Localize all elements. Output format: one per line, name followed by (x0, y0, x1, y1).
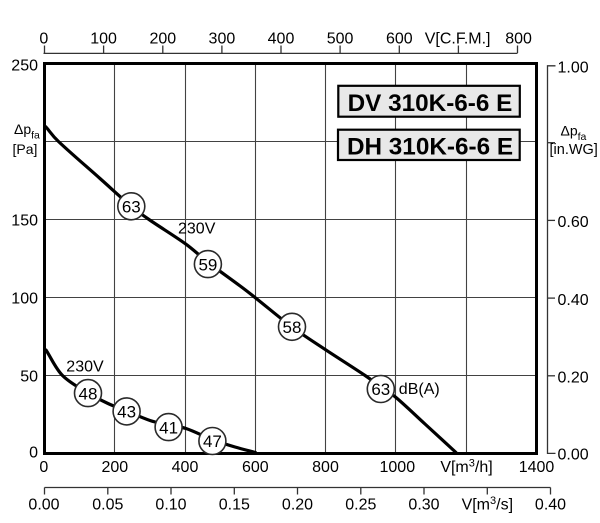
svg-text:1000: 1000 (380, 459, 416, 476)
svg-text:0.30: 0.30 (408, 497, 439, 514)
svg-text:800: 800 (505, 30, 532, 47)
svg-text:0.05: 0.05 (92, 497, 123, 514)
svg-text:[Pa]: [Pa] (13, 141, 38, 157)
svg-text:200: 200 (101, 459, 128, 476)
svg-text:0: 0 (39, 30, 48, 47)
svg-text:0.40: 0.40 (535, 497, 566, 514)
svg-text:V[m3/s]: V[m3/s] (462, 495, 513, 514)
svg-text:0.40: 0.40 (558, 292, 589, 309)
svg-text:58: 58 (283, 318, 302, 337)
svg-text:48: 48 (79, 384, 98, 403)
svg-text:0.00: 0.00 (28, 497, 59, 514)
svg-text:0.25: 0.25 (345, 497, 376, 514)
svg-text:800: 800 (312, 459, 339, 476)
svg-text:0.10: 0.10 (155, 497, 186, 514)
svg-text:0: 0 (29, 445, 38, 462)
svg-text:V[m3/h]: V[m3/h] (440, 457, 492, 476)
svg-text:0.20: 0.20 (558, 370, 589, 387)
svg-text:1400: 1400 (519, 459, 555, 476)
svg-text:0: 0 (39, 459, 48, 476)
svg-text:100: 100 (90, 30, 117, 47)
svg-text:230V: 230V (66, 359, 104, 376)
svg-text:0.15: 0.15 (219, 497, 250, 514)
svg-text:63: 63 (371, 380, 390, 399)
svg-text:DH 310K-6-6 E: DH 310K-6-6 E (347, 134, 513, 161)
svg-text:50: 50 (20, 369, 38, 386)
svg-text:59: 59 (198, 255, 217, 274)
svg-text:400: 400 (172, 459, 199, 476)
svg-text:0.60: 0.60 (558, 214, 589, 231)
svg-text:230V: 230V (178, 221, 216, 238)
svg-text:400: 400 (268, 30, 295, 47)
svg-text:DV 310K-6-6 E: DV 310K-6-6 E (348, 90, 513, 117)
svg-text:150: 150 (11, 213, 38, 230)
svg-text:600: 600 (386, 30, 413, 47)
svg-text:300: 300 (209, 30, 236, 47)
svg-text:250: 250 (11, 57, 38, 74)
svg-text:100: 100 (11, 291, 38, 308)
svg-text:500: 500 (327, 30, 354, 47)
svg-text:63: 63 (122, 198, 141, 217)
svg-text:43: 43 (117, 403, 136, 422)
svg-text:200: 200 (149, 30, 176, 47)
svg-text:1.00: 1.00 (558, 59, 589, 76)
svg-text:600: 600 (242, 459, 269, 476)
svg-text:47: 47 (203, 432, 222, 451)
svg-text:0.00: 0.00 (558, 446, 589, 463)
svg-text:0.20: 0.20 (282, 497, 313, 514)
svg-text:dB(A): dB(A) (399, 381, 440, 398)
svg-text:41: 41 (159, 418, 178, 437)
svg-text:[in.WG]: [in.WG] (550, 142, 598, 158)
svg-text:V[C.F.M.]: V[C.F.M.] (425, 30, 491, 47)
